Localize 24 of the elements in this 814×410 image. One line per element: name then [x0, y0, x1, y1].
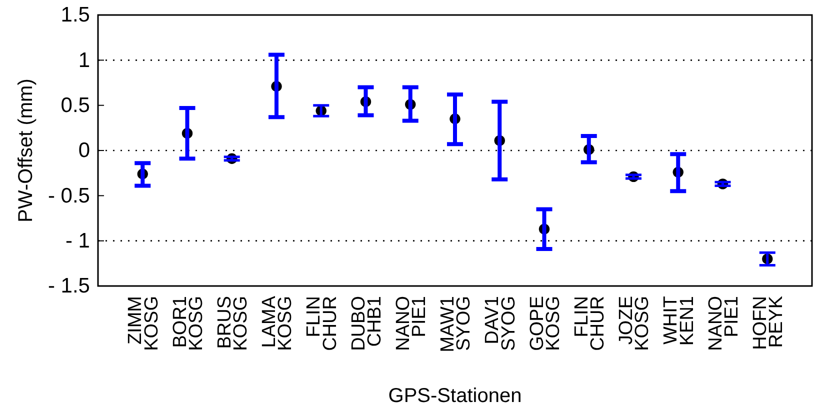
x-tick-label: LAMA KOSG: [259, 296, 296, 351]
x-tick-label: DUBO CHB1: [348, 296, 386, 351]
y-tick-label: 1: [78, 48, 90, 72]
x-tick-label: FLIN CHUR: [571, 296, 609, 351]
x-tick-label: JOZE KOSG: [616, 296, 654, 351]
y-axis-title: PW-Offset (mm): [15, 78, 37, 222]
x-tick-label: ZIMM KOSG: [125, 296, 162, 351]
x-tick-label: GOPE KOSG: [526, 296, 564, 351]
y-tick-label: - 0.5: [48, 184, 90, 208]
y-tick-label: 0: [78, 139, 90, 162]
x-tick-label: NANO PIE1: [705, 296, 742, 351]
x-axis-title: GPS-Stationen: [388, 385, 522, 407]
x-tick-label: WHIT KEN1: [660, 296, 698, 346]
y-tick-label: - 1.5: [48, 274, 90, 298]
x-tick-label: MAW1 SYOG: [438, 296, 475, 352]
x-tick-label: BOR1 KOSG: [170, 296, 207, 351]
x-tick-label: HOFN REYK: [750, 296, 788, 350]
x-tick-label: NANO PIE1: [392, 296, 430, 351]
y-tick-label: 0.5: [60, 94, 90, 118]
y-tick-label: - 1: [65, 230, 90, 253]
x-tick-label: BRUS KOSG: [214, 296, 252, 351]
x-tick-label: DAV1 SYOG: [482, 296, 520, 351]
x-tick-label: FLIN CHUR: [304, 296, 341, 351]
y-tick-label: 1.5: [60, 4, 90, 27]
